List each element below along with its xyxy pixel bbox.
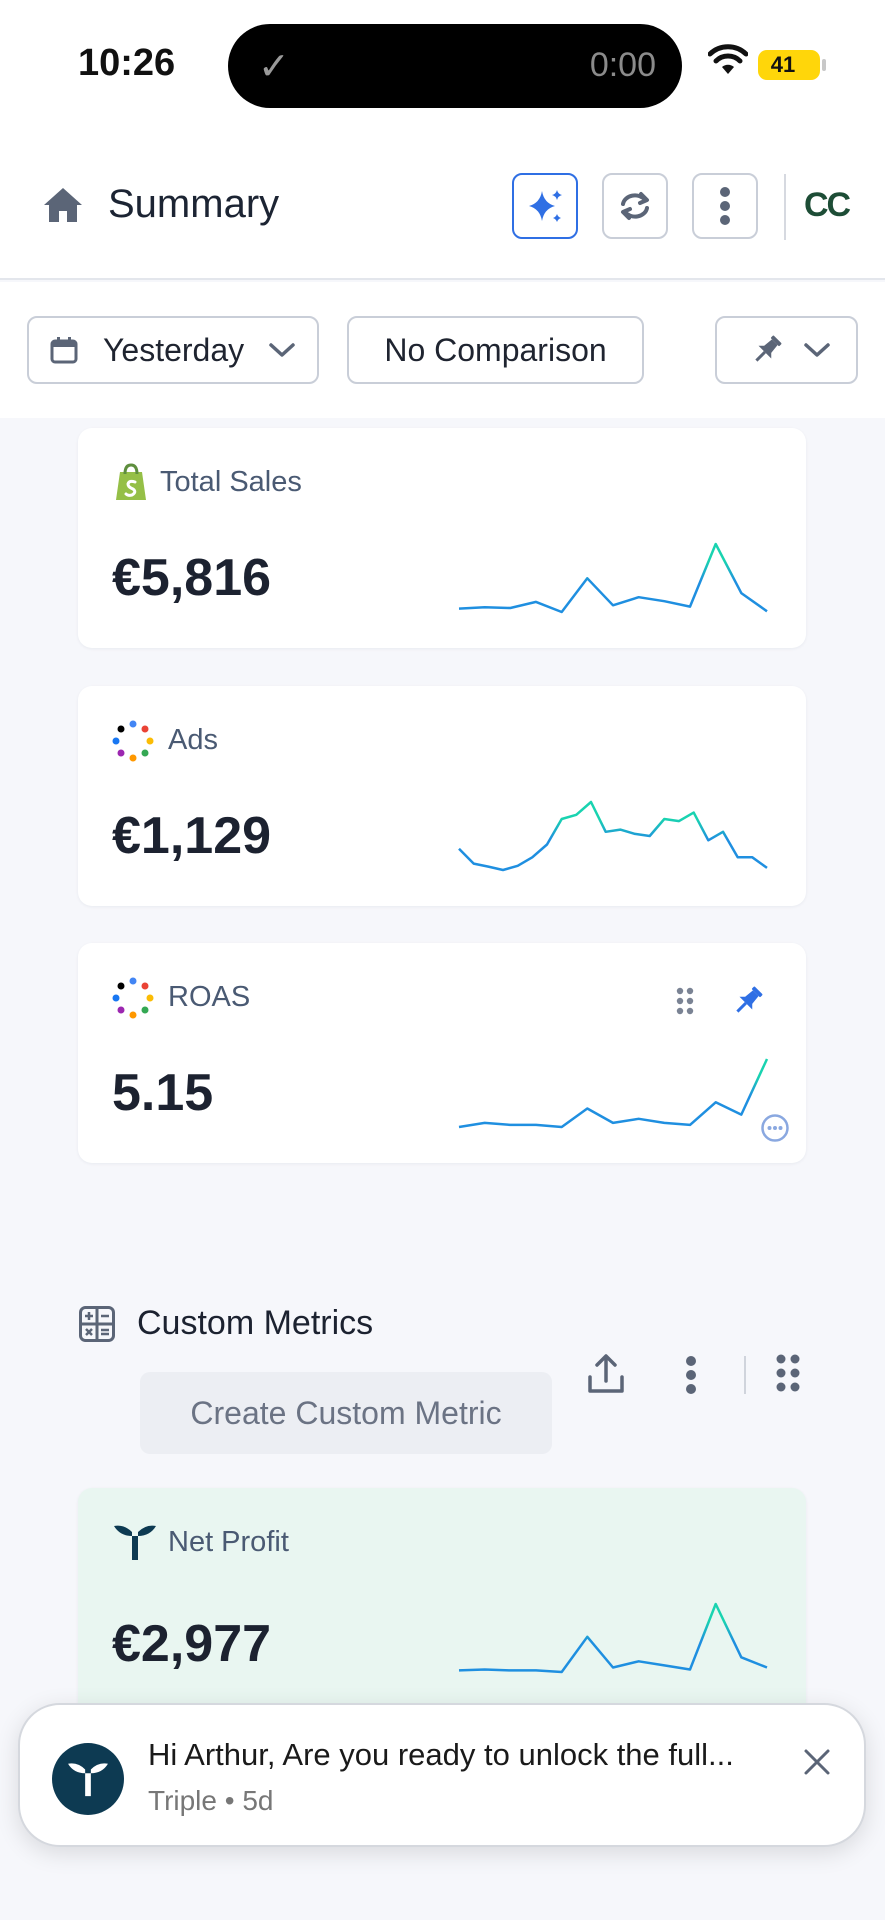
chevron-down-icon (269, 343, 295, 357)
sparkline-chart (458, 1602, 768, 1674)
island-timer: 0:00 (589, 46, 656, 84)
metric-value: €5,816 (112, 549, 272, 607)
sparkline-series (458, 542, 768, 614)
metric-value: €1,129 (112, 807, 272, 865)
chevron-down-icon (804, 343, 830, 357)
filter-bar: Yesterday No Comparison (0, 282, 885, 418)
ai-assistant-button[interactable] (512, 173, 578, 239)
pin-icon (755, 335, 782, 362)
comparison-label: No Comparison (384, 331, 607, 368)
home-icon[interactable] (42, 185, 84, 225)
section-title: Custom Metrics (137, 1304, 374, 1342)
toolbar-divider (744, 1356, 746, 1394)
metric-value: €2,977 (112, 1615, 272, 1673)
date-range-dropdown[interactable]: Yesterday (27, 316, 319, 384)
triple-whale-logo-icon (114, 1525, 156, 1560)
metric-label: Net Profit (168, 1526, 289, 1558)
metric-card-net-profit[interactable]: Net Profit €2,977 (78, 1488, 806, 1718)
kebab-icon[interactable] (685, 1355, 697, 1395)
date-range-label: Yesterday (103, 331, 245, 368)
multi-channel-dots-icon (112, 977, 154, 1019)
dynamic-island: ✓ 0:00 (228, 24, 682, 108)
app-header: Summary CC (0, 130, 885, 280)
page-title: Summary (108, 182, 280, 226)
metric-card-roas[interactable]: ROAS 5.15 (78, 943, 806, 1163)
battery-level: 41 (770, 52, 796, 77)
sparkline-chart (458, 800, 768, 872)
notification-meta: Triple • 5d (148, 1785, 274, 1816)
header-divider (784, 174, 786, 240)
share-icon[interactable] (586, 1353, 626, 1395)
shopify-icon (116, 463, 146, 500)
app-avatar (52, 1743, 124, 1815)
calendar-icon (50, 337, 78, 364)
drag-handle-icon[interactable] (676, 987, 694, 1015)
sparkline-series (458, 800, 768, 872)
status-bar: 10:26 ✓ 0:00 41 (0, 0, 885, 130)
calculator-icon (79, 1306, 115, 1342)
comparison-dropdown[interactable]: No Comparison (347, 316, 644, 384)
more-options-button[interactable] (692, 173, 758, 239)
metric-value: 5.15 (112, 1064, 214, 1122)
metric-card-total-sales[interactable]: Total Sales €5,816 (78, 428, 806, 648)
metric-card-ads[interactable]: Ads €1,129 (78, 686, 806, 906)
notification-message: Hi Arthur, Are you ready to unlock the f… (148, 1737, 734, 1772)
ellipsis-circle-icon[interactable] (760, 1113, 790, 1143)
refresh-button[interactable] (602, 173, 668, 239)
sparkline-chart (458, 1058, 769, 1129)
drag-handle-icon[interactable] (776, 1354, 800, 1392)
multi-channel-dots-icon (112, 720, 154, 762)
metric-label: ROAS (168, 981, 251, 1013)
checkmark-icon: ✓ (258, 46, 290, 88)
clock: 10:26 (78, 42, 176, 84)
metric-label: Total Sales (160, 466, 302, 498)
sparkline-series (458, 1058, 769, 1129)
pinned-icon[interactable] (730, 983, 766, 1019)
triple-whale-logo-icon (68, 1763, 108, 1797)
sparkline-chart (458, 542, 768, 614)
sparkle-icon (529, 190, 562, 222)
sparkline-series (458, 1602, 768, 1674)
kebab-icon (720, 187, 730, 225)
metric-label: Ads (168, 724, 218, 756)
wifi-icon (708, 44, 748, 74)
close-icon[interactable] (802, 1747, 832, 1777)
create-custom-metric-button[interactable]: Create Custom Metric (140, 1372, 552, 1454)
brand-logo[interactable]: CC (804, 186, 851, 224)
push-notification[interactable]: Hi Arthur, Are you ready to unlock the f… (18, 1703, 866, 1847)
refresh-icon (621, 192, 649, 220)
pin-filter-dropdown[interactable] (715, 316, 858, 384)
battery-icon: 41 (758, 50, 826, 80)
